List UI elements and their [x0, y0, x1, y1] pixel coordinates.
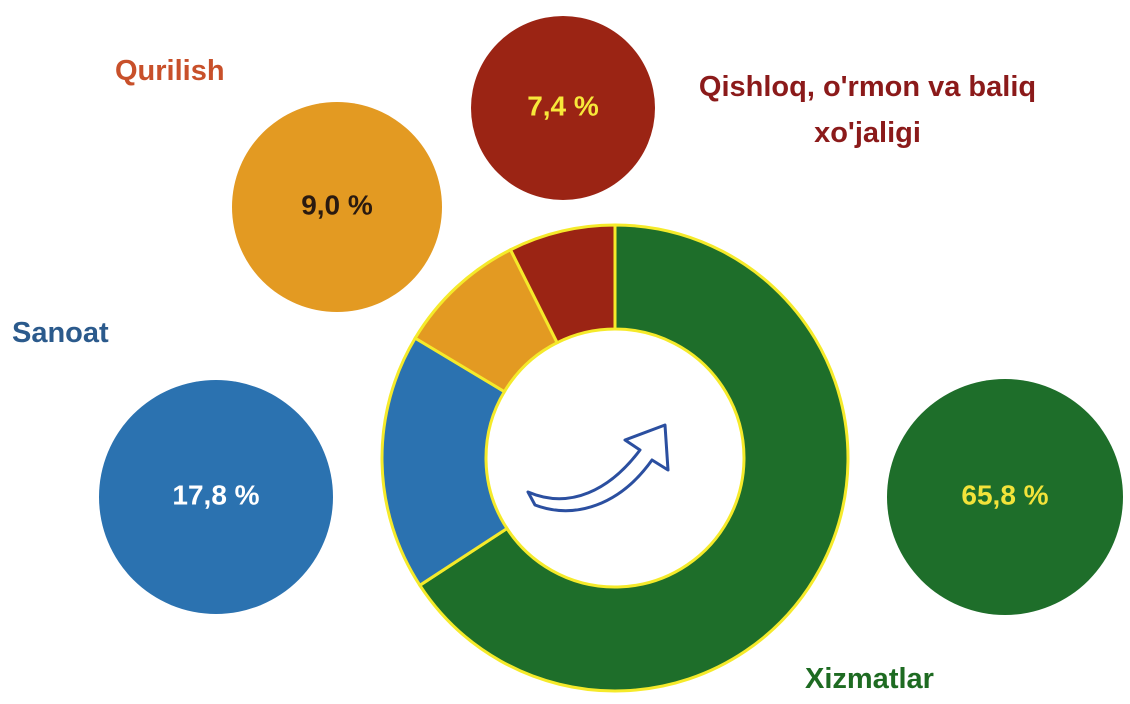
value-bubble — [471, 16, 655, 200]
category-label: Qishloq, o'rmon va baliq xo'jaligi — [698, 71, 1037, 149]
category-label: Sanoat — [12, 317, 109, 349]
donut-segment — [508, 223, 617, 345]
value-bubble — [99, 380, 333, 614]
category-label: Qurilish — [115, 55, 225, 87]
value-label: 7,4 % — [527, 90, 599, 121]
value-bubble — [232, 102, 442, 312]
donut-segment — [417, 223, 850, 693]
donut-segment — [380, 336, 510, 588]
value-label: 65,8 % — [961, 479, 1048, 510]
value-bubble — [887, 379, 1123, 615]
value-label: 17,8 % — [172, 479, 259, 510]
value-label: 9,0 % — [301, 189, 373, 220]
growth-arrow — [526, 423, 670, 513]
category-label: Xizmatlar — [805, 663, 934, 695]
